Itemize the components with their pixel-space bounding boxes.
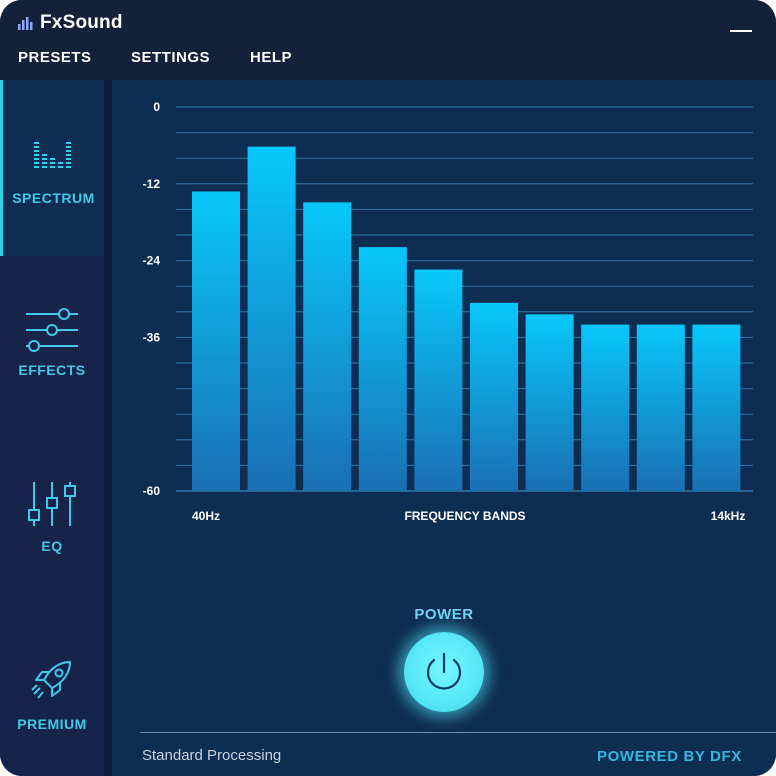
spectrum-bar-10 xyxy=(692,324,741,491)
spectrum-chart: 0 -12 -24 -36 -60 40Hz FREQUENCY BANDS 14kHz xyxy=(143,100,753,523)
sidebar: SPECTRUM EFFECTS EQ xyxy=(0,80,112,776)
power-icon xyxy=(426,652,462,690)
power-label: POWER xyxy=(414,606,474,623)
app-title: FxSound xyxy=(40,12,123,33)
title-bar: FxSound PRESETS SETTINGS HELP xyxy=(0,0,776,80)
y-tick-label: -36 xyxy=(143,330,161,344)
sidebar-divider xyxy=(104,80,112,776)
y-tick-label: -24 xyxy=(143,254,161,268)
x-end-label: 14kHz xyxy=(711,509,746,523)
x-axis-title: FREQUENCY BANDS xyxy=(404,509,525,523)
fxsound-logo-icon xyxy=(18,17,33,30)
powered-by-label: POWERED BY DFX xyxy=(597,748,742,765)
sidebar-item-effects[interactable]: EFFECTS xyxy=(0,256,104,432)
menu-presets[interactable]: PRESETS xyxy=(18,49,92,66)
spectrum-bar-4 xyxy=(358,247,407,491)
sidebar-item-label: EQ xyxy=(41,538,63,554)
sidebar-item-premium[interactable]: PREMIUM xyxy=(0,608,104,776)
y-tick-label: -12 xyxy=(143,177,161,191)
menu-help[interactable]: HELP xyxy=(250,49,293,66)
rocket-icon xyxy=(31,661,71,699)
spectrum-bar-6 xyxy=(470,302,518,491)
spectrum-bar-9 xyxy=(636,324,685,491)
x-start-label: 40Hz xyxy=(192,509,220,523)
spectrum-bar-1 xyxy=(192,191,240,491)
app-logo: FxSound xyxy=(18,12,123,34)
sidebar-item-label: SPECTRUM xyxy=(12,190,95,206)
y-tick-label: 0 xyxy=(153,100,160,114)
spectrum-bar-8 xyxy=(581,324,630,491)
menu-settings[interactable]: SETTINGS xyxy=(131,49,211,66)
sidebar-item-label: EFFECTS xyxy=(18,362,86,378)
main-panel: 0 -12 -24 -36 -60 40Hz FREQUENCY BANDS 14kHz PO… xyxy=(112,80,776,776)
spectrum-bar-3 xyxy=(303,202,352,492)
minimize-button[interactable] xyxy=(730,16,754,36)
sliders-icon xyxy=(26,308,78,352)
y-tick-label: -60 xyxy=(143,484,161,498)
spectrum-bar-2 xyxy=(247,146,296,491)
spectrum-icon xyxy=(33,142,71,168)
processing-status: Standard Processing xyxy=(142,747,282,764)
status-divider xyxy=(140,732,776,733)
sidebar-item-eq[interactable]: EQ xyxy=(0,432,104,608)
sidebar-item-spectrum[interactable]: SPECTRUM xyxy=(0,80,104,256)
sidebar-item-label: PREMIUM xyxy=(17,716,87,732)
spectrum-bar-7 xyxy=(525,314,574,491)
spectrum-bar-5 xyxy=(414,269,463,491)
equalizer-icon xyxy=(28,482,76,526)
power-button[interactable] xyxy=(404,632,484,712)
